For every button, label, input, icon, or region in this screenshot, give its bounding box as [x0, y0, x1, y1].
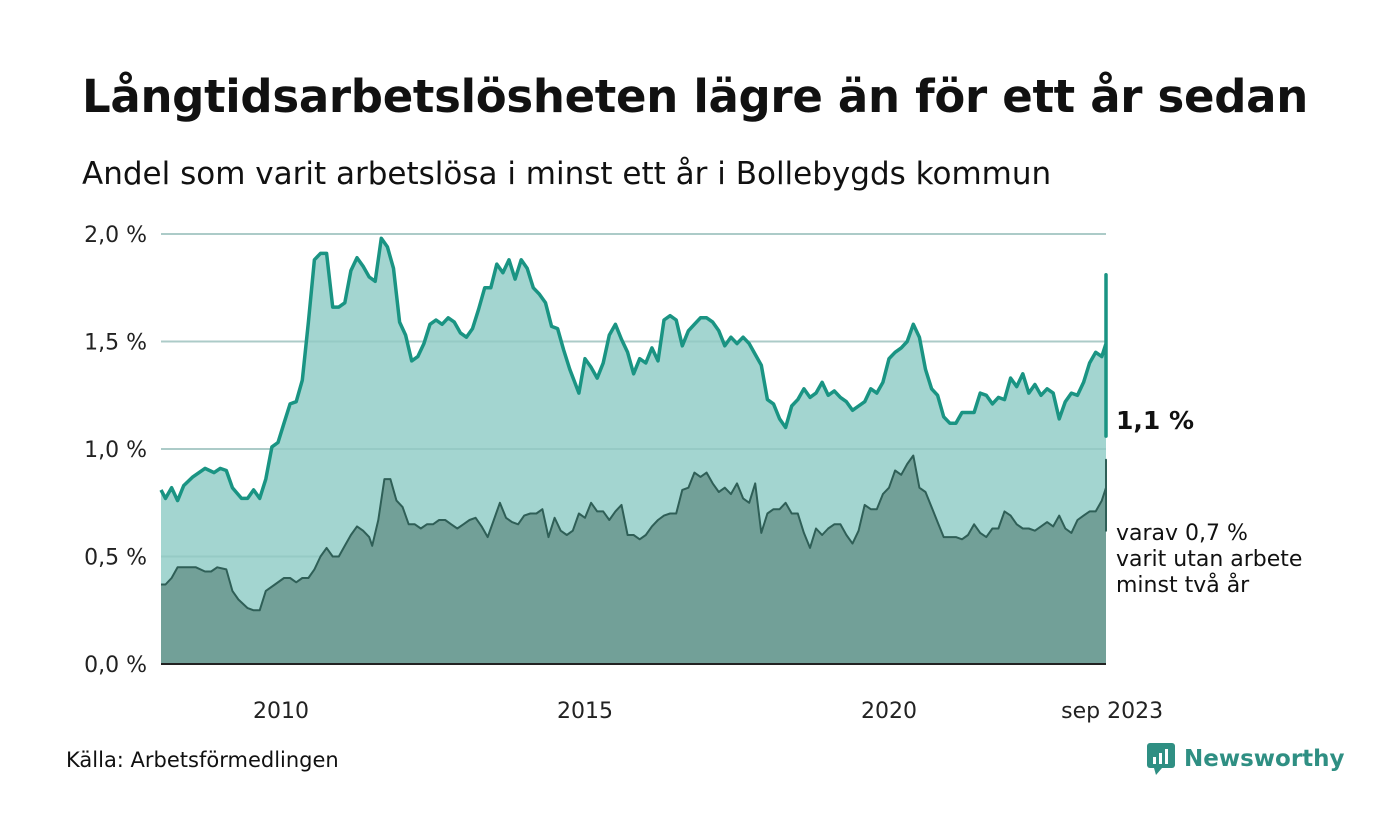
y-tick-label: 0,0 %: [84, 653, 147, 678]
source-note: Källa: Arbetsförmedlingen: [66, 748, 339, 772]
chart-subtitle: Andel som varit arbetslösa i minst ett å…: [82, 156, 1052, 192]
y-tick-label: 2,0 %: [84, 223, 147, 248]
newsworthy-logo: Newsworthy: [1146, 742, 1345, 776]
end-label-lower-line: varit utan arbete: [1116, 547, 1302, 572]
x-tick-label: 2015: [557, 699, 613, 724]
axis-labels: 0,0 % 0,5 % 1,0 % 1,5 % 2,0 % 2010 2015 2020 sep…: [84, 223, 1302, 724]
chart-title: Långtidsarbetslösheten lägre än för ett …: [82, 70, 1308, 123]
end-label-lower: varav 0,7 % varit utan arbete minst två år: [1116, 521, 1302, 598]
end-label-upper: 1,1 %: [1116, 406, 1194, 435]
end-label-lower-line: minst två år: [1116, 572, 1250, 598]
newsworthy-logo-icon: [1147, 743, 1175, 775]
x-tick-label: 2020: [861, 699, 917, 724]
line-lower-series: [161, 454, 1107, 612]
logo-text: Newsworthy: [1184, 746, 1345, 772]
area-lower-series: [161, 455, 1106, 664]
x-tick-label: sep 2023: [1061, 699, 1163, 724]
plot-area: [159, 233, 1108, 665]
y-tick-label: 0,5 %: [84, 546, 147, 571]
end-label-lower-line: varav 0,7 %: [1116, 521, 1248, 546]
x-tick-label: 2010: [253, 699, 309, 724]
y-tick-label: 1,0 %: [84, 438, 147, 463]
line-upper-series: [159, 236, 1108, 503]
y-tick-label: 1,5 %: [84, 331, 147, 356]
